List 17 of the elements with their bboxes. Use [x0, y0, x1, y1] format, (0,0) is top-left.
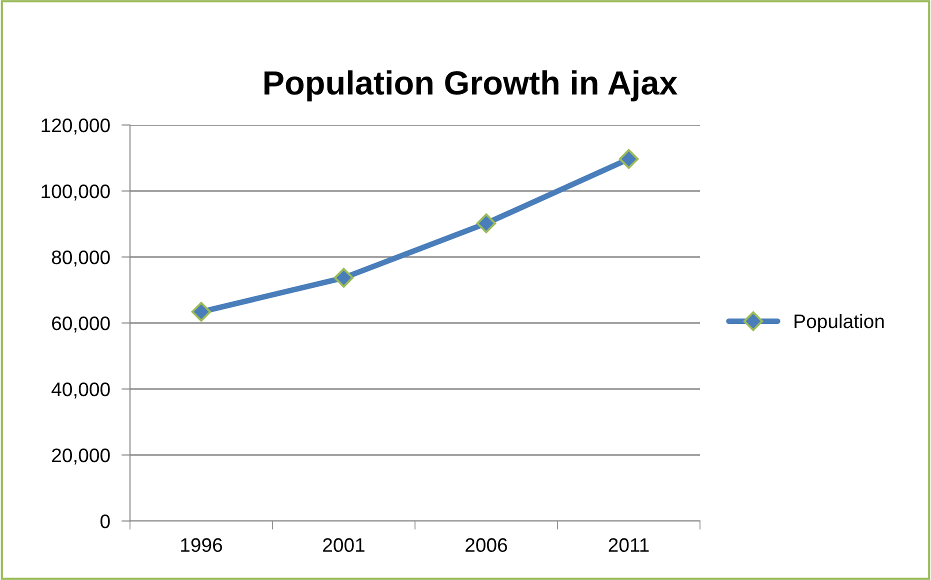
point	[618, 149, 639, 169]
y-tick-label: 60,000	[52, 316, 110, 333]
point	[476, 213, 496, 234]
y-tick-label: 20,000	[52, 448, 110, 465]
point	[191, 302, 212, 322]
legend-label: Population	[794, 314, 884, 332]
x-tick-label: 2001	[323, 538, 364, 552]
y-tick-label: 80,000	[52, 250, 110, 267]
x-tick-label: 2006	[466, 538, 508, 552]
point	[334, 268, 354, 288]
y-tick-label: 120,000	[42, 118, 110, 135]
chart-title: Population Growth in Ajax	[264, 70, 678, 102]
y-tick-label: 0	[100, 514, 110, 528]
y-tick-label: 40,000	[52, 382, 110, 399]
x-tick-label: 1996	[181, 538, 222, 552]
y-tick-label: 100,000	[42, 184, 110, 201]
x-tick-label: 2011	[608, 538, 649, 552]
